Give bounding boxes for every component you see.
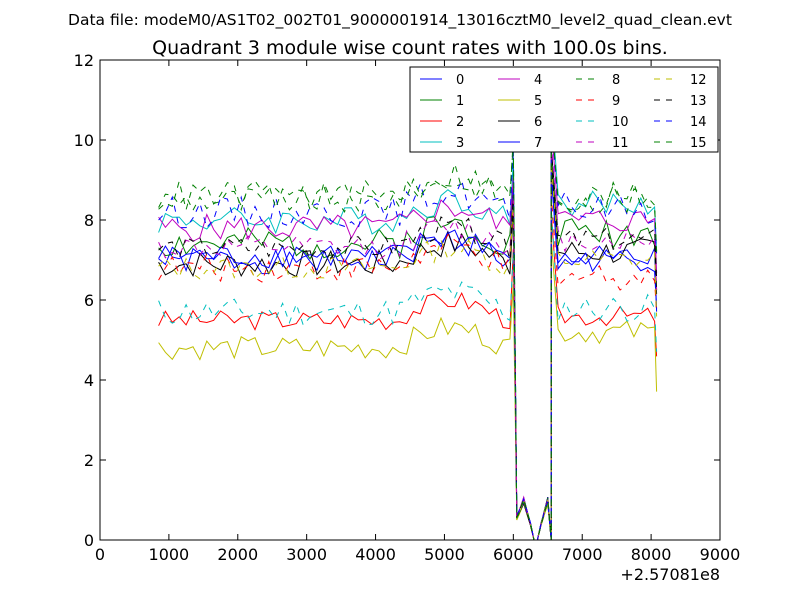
y-tick-label: 2 [84,451,94,470]
axis-ticks: 0 1000 2000 3000 4000 5000 6000 7000 8000 9000 0 2 4… [74,51,741,564]
series-line-8 [158,111,658,541]
legend-label-3: 3 [456,136,464,151]
x-offset-label: +2.57081e8 [620,565,720,584]
series-line-10 [158,205,658,541]
data-file-header: Data file: modeM0/AS1T02_002T01_90000019… [68,11,732,30]
x-tick-label: 3000 [286,545,327,564]
legend-label-15: 15 [690,136,707,151]
series-line-11 [158,140,658,541]
y-tick-label: 10 [74,131,94,150]
legend-label-2: 2 [456,115,464,130]
legend-label-14: 14 [690,115,707,130]
x-tick-label: 6000 [493,545,534,564]
y-tick-label: 0 [84,531,94,550]
x-tick-label: 4000 [355,545,396,564]
series-line-4 [158,123,658,541]
series-line-0 [158,175,658,541]
legend-label-1: 1 [456,94,464,109]
series-line-14 [158,117,658,541]
legend-label-6: 6 [534,115,542,130]
y-tick-label: 12 [74,51,94,70]
legend-label-11: 11 [612,136,629,151]
x-tick-label: 2000 [217,545,258,564]
y-tick-label: 6 [84,291,94,310]
legend-label-5: 5 [534,94,542,109]
series-line-9 [158,194,658,541]
legend-label-7: 7 [534,136,542,151]
legend-label-8: 8 [612,73,620,88]
x-tick-label: 1000 [149,545,190,564]
x-tick-label: 8000 [631,545,672,564]
x-tick-label: 5000 [424,545,465,564]
x-tick-label: 7000 [562,545,603,564]
x-tick-label: 0 [95,545,105,564]
series-line-1 [158,150,658,541]
legend-label-4: 4 [534,73,542,88]
series-line-2 [158,213,658,541]
x-tick-label: 9000 [700,545,741,564]
series-line-5 [158,238,658,541]
y-tick-label: 8 [84,211,94,230]
chart-title: Quadrant 3 module wise count rates with … [152,37,668,59]
legend-box [409,66,719,153]
plot-lines [158,104,658,541]
legend-label-12: 12 [690,73,707,88]
series-line-13 [158,146,658,541]
legend-label-10: 10 [612,115,629,130]
legend-label-9: 9 [612,94,620,109]
series-line-12 [158,163,658,541]
legend-label-13: 13 [690,94,707,109]
legend-label-0: 0 [456,73,464,88]
y-tick-label: 4 [84,371,94,390]
series-line-15 [158,112,658,541]
